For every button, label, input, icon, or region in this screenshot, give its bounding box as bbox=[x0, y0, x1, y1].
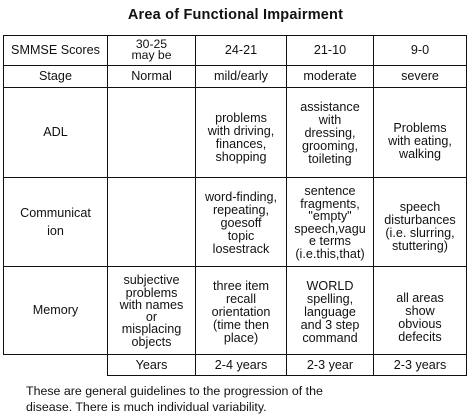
communication-cell bbox=[107, 177, 196, 267]
stage-cell: severe bbox=[373, 65, 467, 88]
impairment-table: SMMSE Scores 30-25 may be 24-21 21-10 9-… bbox=[3, 35, 467, 376]
years-cell: Years bbox=[107, 354, 196, 376]
score-normal: 30-25 may be bbox=[131, 37, 172, 62]
stage-cell: mild/early bbox=[195, 65, 287, 88]
table-row-years: Years 2-4 years 2-3 year 2-3 years bbox=[3, 354, 467, 376]
stage-cell: Normal bbox=[107, 65, 196, 88]
communication-cell: word-finding, repeating, goesoff topic l… bbox=[195, 177, 287, 267]
page-title: Area of Functional Impairment bbox=[127, 7, 344, 23]
table-row-scores: SMMSE Scores 30-25 may be 24-21 21-10 9-… bbox=[3, 35, 467, 66]
communication-cell: sentence fragments, "empty" speech,vagu … bbox=[286, 177, 374, 267]
communication-severe: speech disturbances (i.e. slurring, stut… bbox=[384, 200, 456, 253]
row-label-communication: Communicat ion bbox=[3, 177, 108, 267]
row-label-adl: ADL bbox=[3, 87, 108, 178]
score-cell: 21-10 bbox=[286, 35, 374, 66]
row-label-stage: Stage bbox=[3, 65, 108, 88]
memory-cell: WORLD spelling, language and 3 step comm… bbox=[286, 266, 374, 355]
memory-cell: three item recall orientation (time then… bbox=[195, 266, 287, 355]
memory-cell: all areas show obvious defecits bbox=[373, 266, 467, 355]
score-cell: 9-0 bbox=[373, 35, 467, 66]
memory-severe: all areas show obvious defecits bbox=[396, 290, 444, 344]
years-cell: 2-3 years bbox=[373, 354, 467, 376]
communication-mild: word-finding, repeating, goesoff topic l… bbox=[204, 189, 278, 256]
years-cell: 2-3 year bbox=[286, 354, 374, 376]
score-cell: 24-21 bbox=[195, 35, 287, 66]
memory-mild: three item recall orientation (time then… bbox=[211, 278, 271, 345]
table-row-communication: Communicat ion word-finding, repeating, … bbox=[3, 177, 467, 267]
adl-mild: problems with driving, finances, shoppin… bbox=[207, 110, 275, 164]
adl-cell: Problems with eating, walking bbox=[373, 87, 467, 178]
adl-cell: problems with driving, finances, shoppin… bbox=[195, 87, 287, 178]
adl-cell bbox=[107, 87, 196, 178]
adl-cell: assistance with dressing, grooming, toil… bbox=[286, 87, 374, 178]
communication-cell: speech disturbances (i.e. slurring, stut… bbox=[373, 177, 467, 267]
communication-moderate: sentence fragments, "empty" speech,vagu … bbox=[294, 184, 366, 261]
adl-moderate: assistance with dressing, grooming, toil… bbox=[300, 100, 360, 166]
table-row-stage: Stage Normal mild/early moderate severe bbox=[3, 65, 467, 88]
memory-cell: subjective problems with names or mispla… bbox=[107, 266, 196, 355]
table-row-adl: ADL problems with driving, finances, sho… bbox=[3, 87, 467, 178]
empty-cell bbox=[3, 354, 108, 376]
footnote: These are general guidelines to the prog… bbox=[26, 384, 323, 414]
stage-cell: moderate bbox=[286, 65, 374, 88]
adl-severe: Problems with eating, walking bbox=[388, 121, 452, 161]
years-cell: 2-4 years bbox=[195, 354, 287, 376]
row-label-smmse: SMMSE Scores bbox=[3, 35, 108, 66]
table-row-memory: Memory subjective problems with names or… bbox=[3, 266, 467, 355]
row-label-memory: Memory bbox=[3, 266, 108, 355]
memory-moderate: WORLD spelling, language and 3 step comm… bbox=[300, 278, 360, 345]
score-cell: 30-25 may be bbox=[107, 35, 196, 66]
memory-normal: subjective problems with names or mispla… bbox=[119, 273, 184, 349]
